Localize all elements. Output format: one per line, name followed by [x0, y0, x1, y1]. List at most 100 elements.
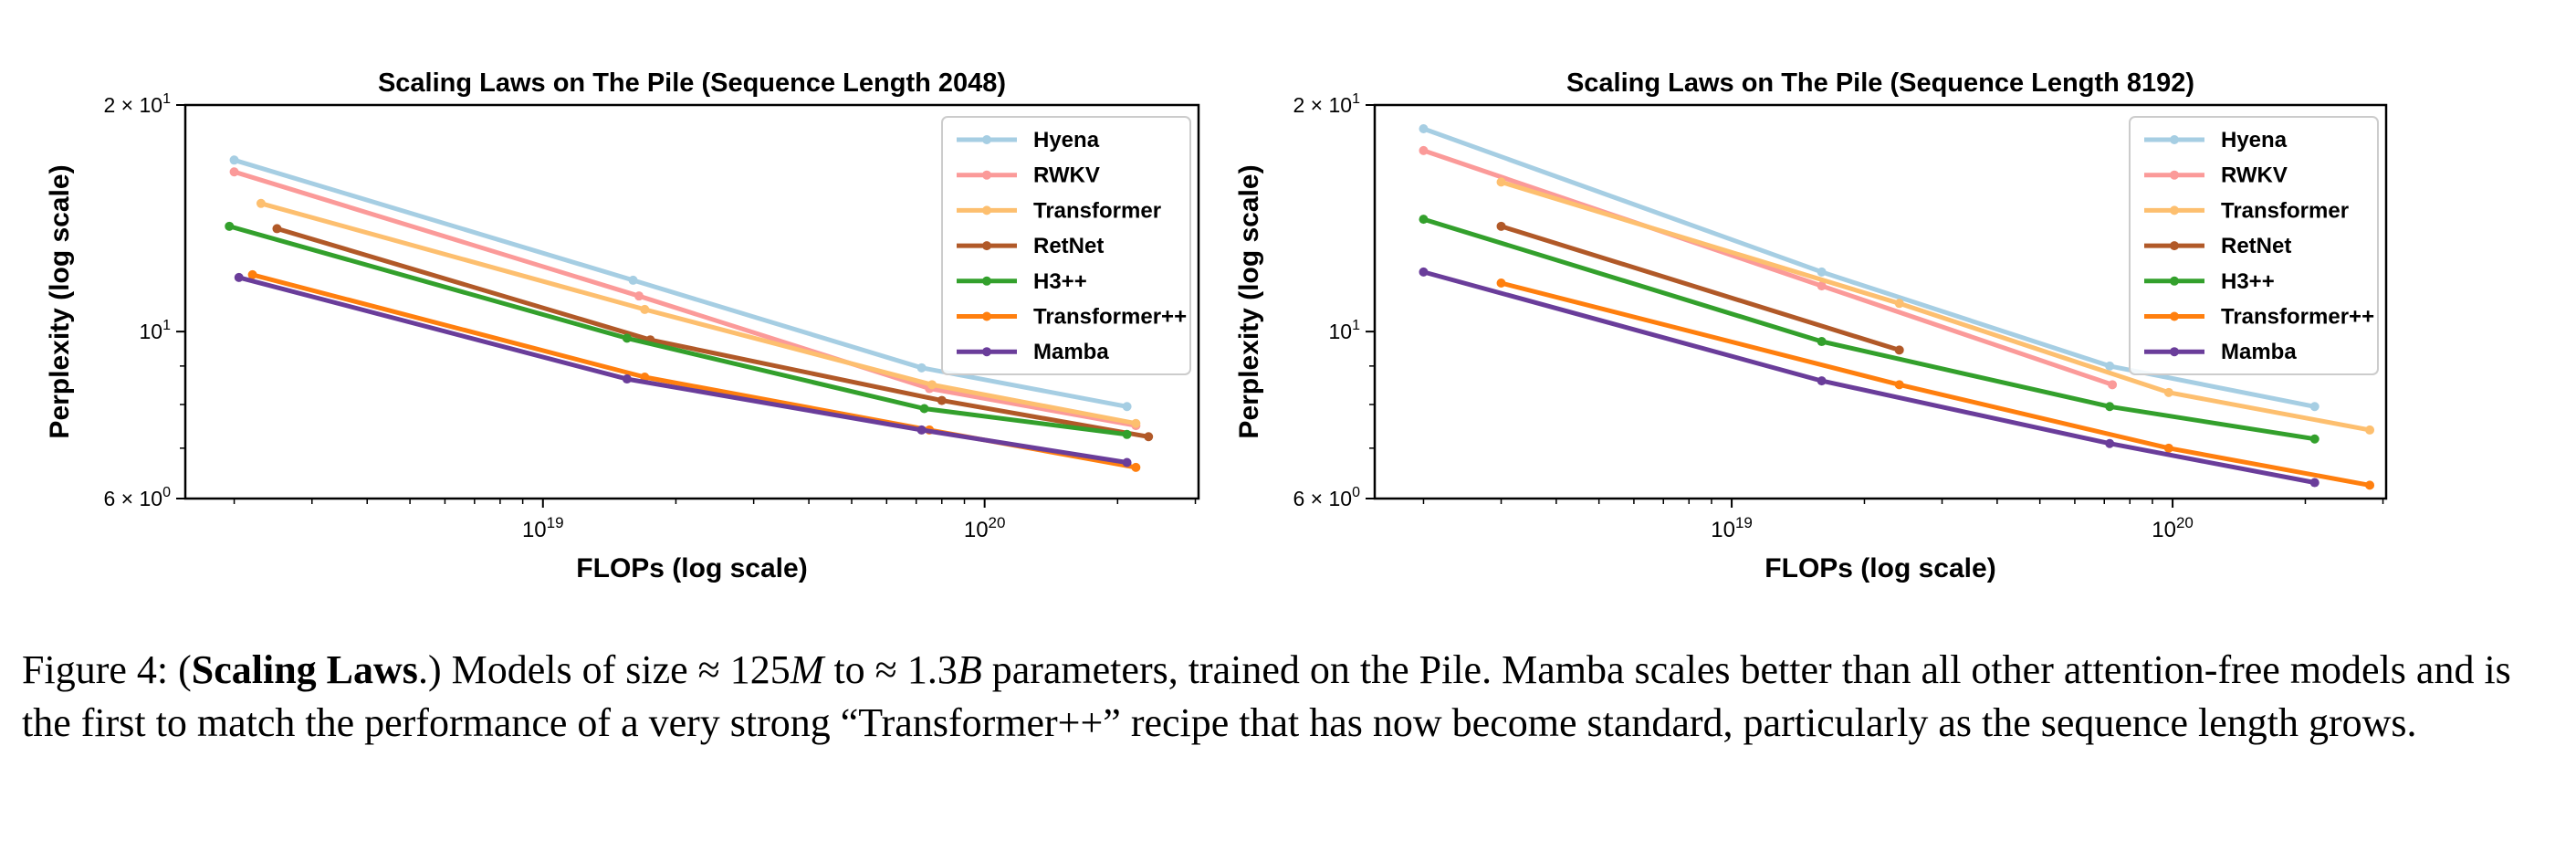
chart-title: Scaling Laws on The Pile (Sequence Lengt… — [1566, 68, 2194, 98]
y-tick-base: 6 × 10 — [104, 487, 163, 510]
legend-marker — [2170, 347, 2179, 357]
series-line — [258, 201, 1138, 426]
y-tick-label: 101 — [1329, 318, 1361, 343]
series-line — [1499, 224, 1902, 352]
x-axis-label: FLOPs (log scale) — [576, 553, 807, 583]
data-point — [628, 275, 638, 285]
series-h3pp — [1419, 215, 2319, 444]
data-point — [1419, 215, 1429, 225]
legend-label: RWKV — [2221, 163, 2288, 188]
data-point — [2163, 387, 2173, 397]
legend-marker — [982, 347, 991, 357]
legend-label: Transformer++ — [2221, 305, 2374, 330]
legend-item: Hyena — [957, 128, 1100, 152]
legend-item: Transformer — [2144, 198, 2349, 223]
data-point — [916, 425, 927, 435]
data-point — [1894, 380, 1904, 390]
legend-marker — [982, 241, 991, 251]
legend-label: Mamba — [2221, 340, 2297, 364]
legend-item: H3++ — [2144, 269, 2275, 294]
data-point — [2105, 402, 2115, 412]
series-line — [1421, 126, 2318, 409]
data-point — [247, 269, 257, 279]
data-point — [622, 333, 632, 343]
y-tick-label: 2 × 101 — [104, 91, 172, 117]
legend-marker — [982, 205, 991, 215]
y-tick-exponent: 1 — [162, 318, 171, 333]
data-point — [1496, 177, 1506, 187]
x-tick-exponent: 20 — [989, 514, 1006, 531]
x-tick-exponent: 19 — [547, 514, 564, 531]
data-point — [919, 404, 929, 414]
legend-box — [2129, 116, 2379, 375]
x-tick-exponent: 19 — [1735, 514, 1753, 531]
series-transformer — [256, 198, 1141, 428]
y-tick-exponent: 1 — [1352, 318, 1360, 333]
chart-title: Scaling Laws on The Pile (Sequence Lengt… — [378, 68, 1006, 98]
data-point — [1817, 337, 1827, 347]
series-retnet — [1496, 221, 1904, 355]
legend-label: Transformer — [2221, 198, 2349, 223]
data-point — [622, 374, 632, 384]
legend-item: Transformer — [957, 198, 1161, 223]
data-point — [1496, 278, 1506, 289]
y-tick-exponent: 0 — [1352, 485, 1360, 500]
x-tick-base: 10 — [1711, 518, 1735, 542]
legend-item: H3++ — [957, 269, 1087, 294]
y-tick-exponent: 1 — [1352, 91, 1360, 107]
data-point — [916, 362, 927, 373]
legend-label: H3++ — [2221, 269, 2275, 294]
y-tick-exponent: 1 — [162, 91, 171, 107]
x-axis-label: FLOPs (log scale) — [1764, 553, 1995, 583]
legend-label: Transformer — [1033, 198, 1161, 223]
data-point — [634, 291, 644, 301]
data-point — [2309, 434, 2319, 444]
series-mamba — [1419, 267, 2319, 488]
legend-marker — [2170, 135, 2179, 144]
y-axis-label: Perplexity (log scale) — [1234, 164, 1264, 438]
legend: Hyena RWKV Transformer RetNet H3++ Transforme… — [941, 116, 1191, 375]
y-tick-base: 10 — [1329, 320, 1353, 343]
caption-part2: to ≈ 1.3 — [823, 647, 958, 692]
series-line — [1499, 280, 2372, 488]
data-point — [1131, 462, 1141, 472]
data-point — [1817, 376, 1827, 386]
legend-marker — [982, 135, 991, 144]
data-point — [1894, 345, 1904, 355]
plot-frame — [183, 103, 1200, 500]
series-line — [1421, 269, 2318, 485]
data-point — [1419, 123, 1429, 133]
data-point — [2309, 402, 2319, 412]
data-point — [2105, 438, 2115, 448]
legend-item: RWKV — [2144, 163, 2288, 188]
data-point — [2365, 425, 2375, 435]
legend-label: H3++ — [1033, 269, 1087, 294]
data-point — [1122, 429, 1132, 439]
caption-m: M — [790, 647, 824, 692]
data-point — [2105, 361, 2115, 371]
data-point — [2108, 380, 2118, 390]
legend-item: Transformer++ — [2144, 305, 2374, 330]
legend-item: RWKV — [957, 163, 1100, 188]
legend-label: RWKV — [1033, 163, 1100, 188]
data-point — [1817, 281, 1827, 291]
series-line — [1421, 216, 2318, 442]
legend-marker — [2170, 205, 2179, 215]
data-point — [2309, 478, 2319, 488]
x-tick-base: 10 — [522, 518, 547, 542]
legend-marker — [2170, 170, 2179, 180]
series-h3pp — [225, 221, 1132, 439]
data-point — [640, 304, 650, 314]
series-transformer — [1496, 177, 2375, 435]
data-point — [1894, 299, 1904, 309]
series-retnet — [272, 224, 1154, 442]
data-point — [1496, 221, 1506, 231]
x-tick-label: 1020 — [2152, 514, 2194, 542]
legend-marker — [982, 170, 991, 180]
y-tick-base: 10 — [140, 320, 163, 343]
series-line — [236, 275, 1130, 465]
x-tick-label: 1020 — [964, 514, 1006, 542]
x-tick-exponent: 20 — [2176, 514, 2194, 531]
series-mamba — [234, 272, 1132, 468]
x-tick-label: 1019 — [522, 514, 564, 542]
